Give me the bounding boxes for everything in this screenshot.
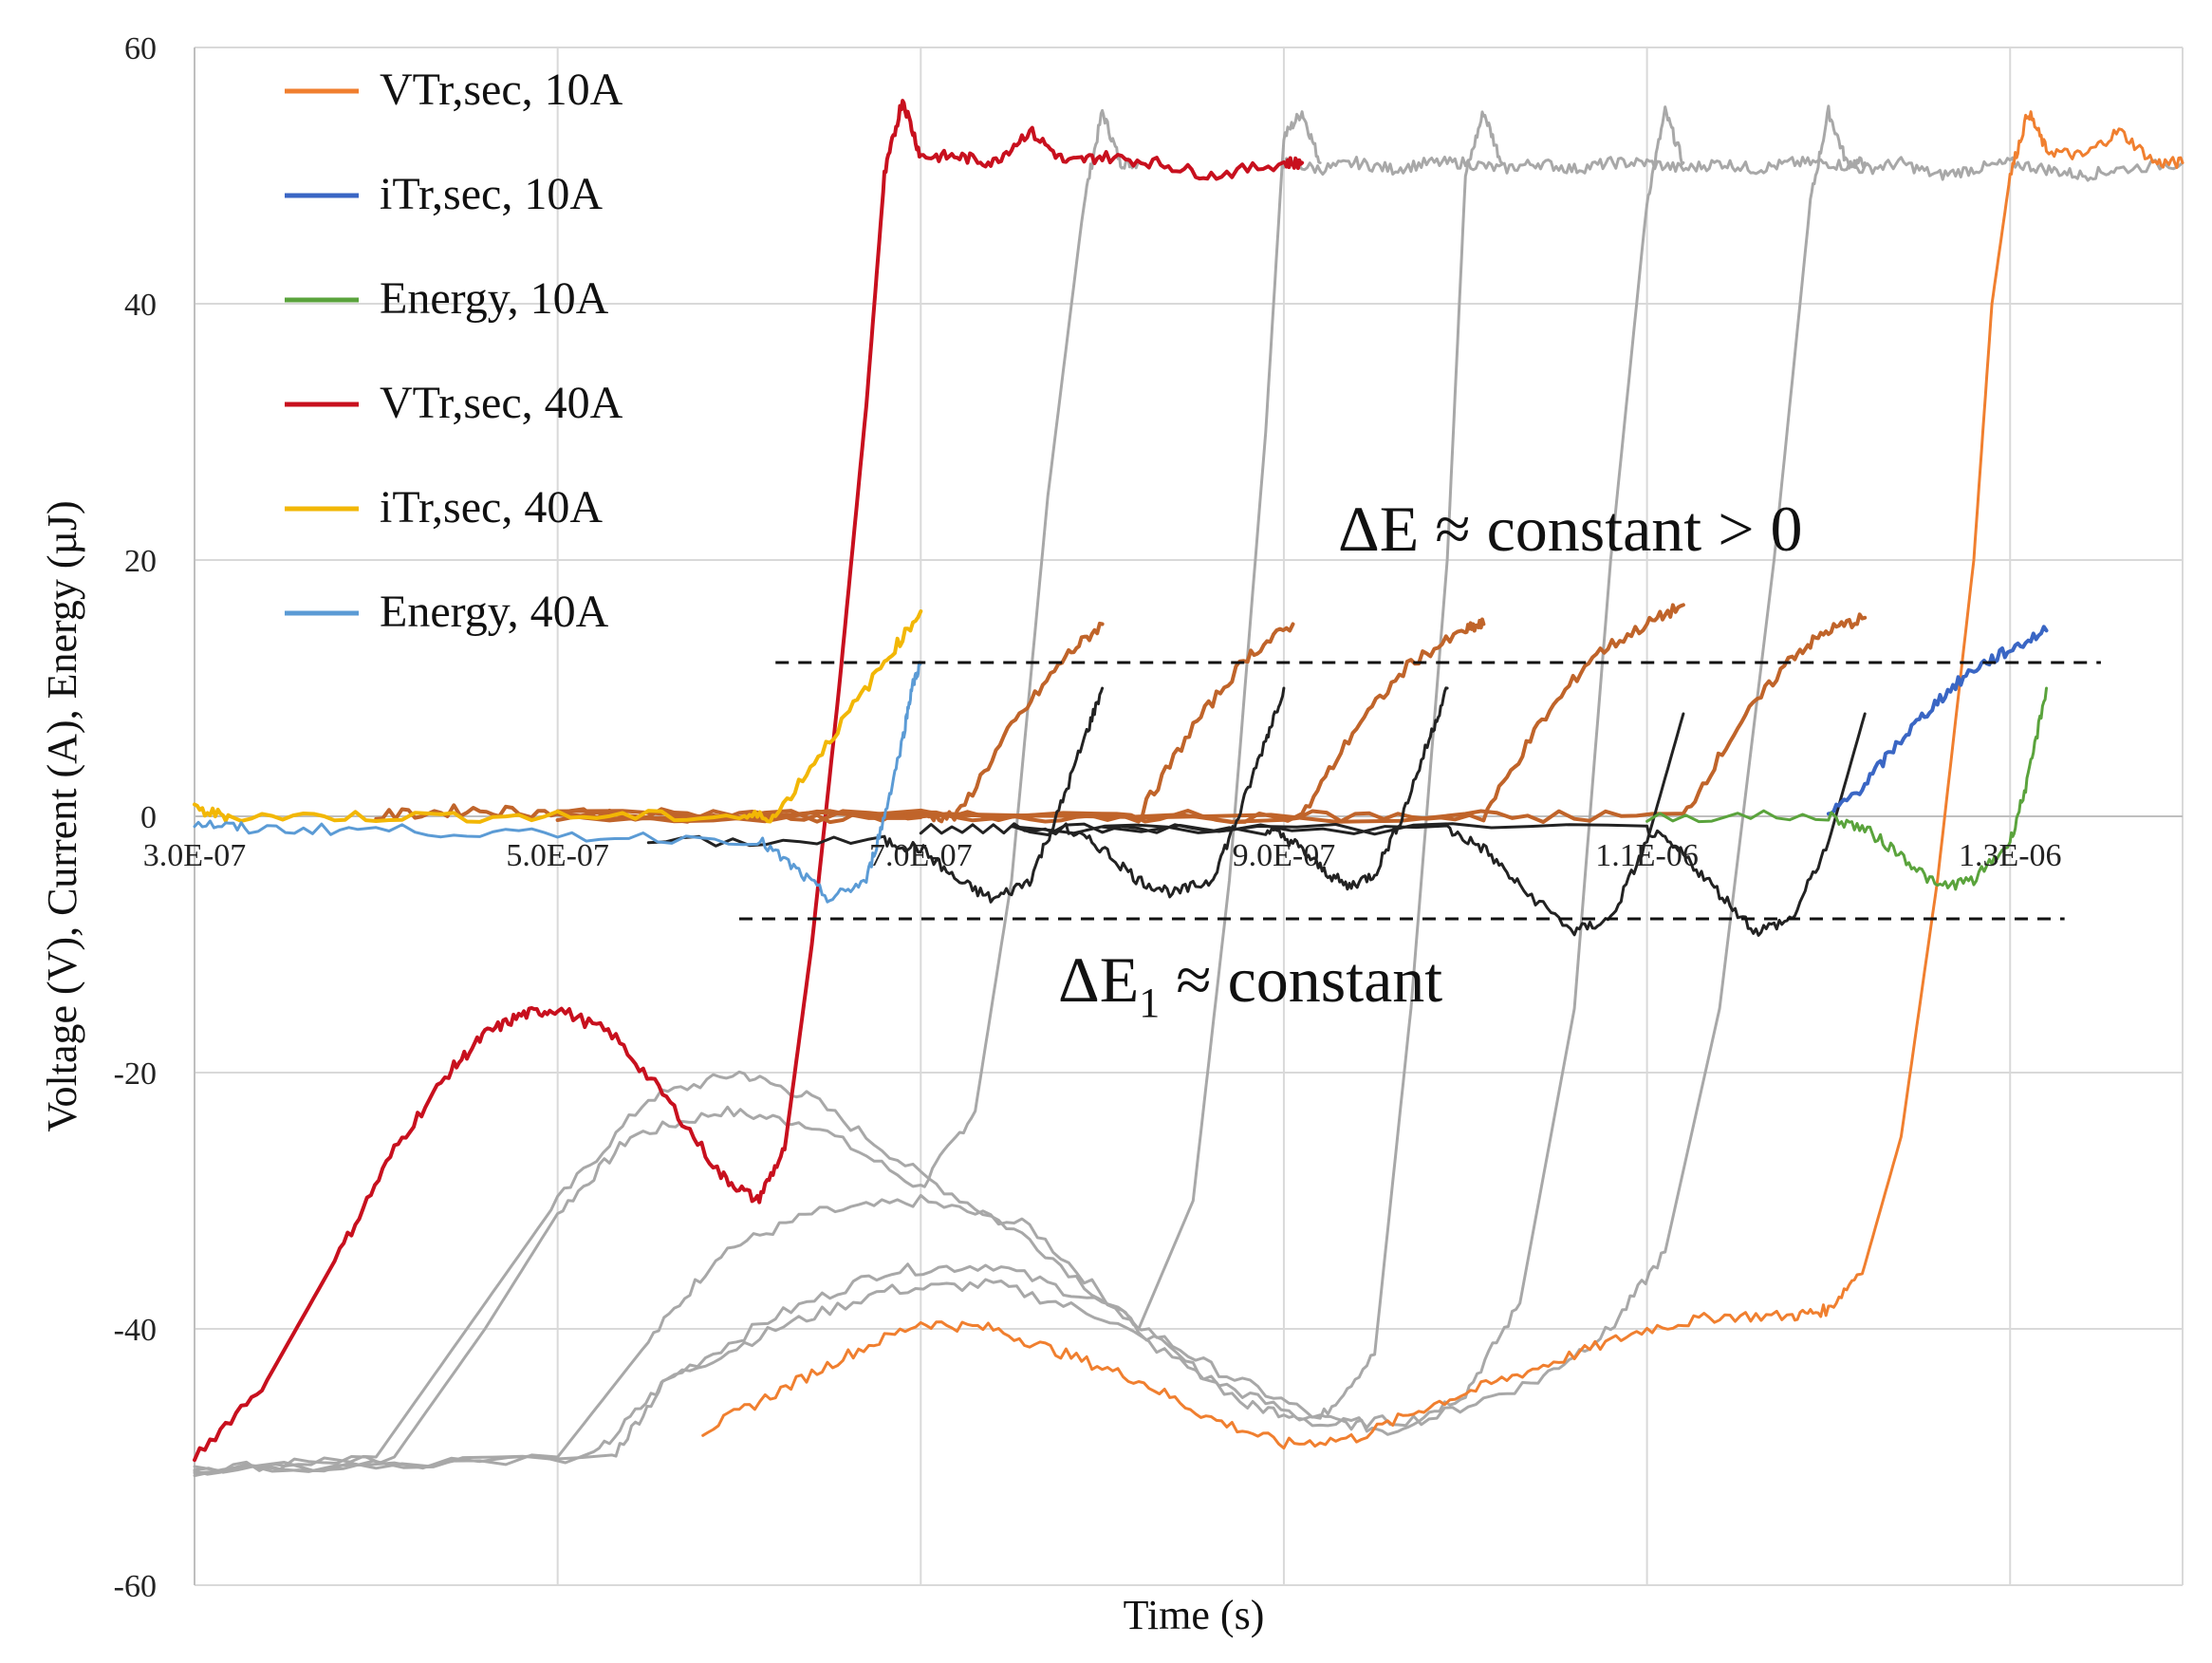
legend-label: iTr,sec, 40A <box>380 482 603 533</box>
series-line-energy-45a <box>1101 712 1867 937</box>
series-line-vtr-sec-45a <box>193 104 1867 1473</box>
legend: VTr,sec, 10A iTr,sec, 10A Energy, 10A VTr,s… <box>285 65 623 637</box>
legend-label: VTr,sec, 10A <box>380 65 623 115</box>
series-line-itr-sec-35a <box>555 603 1685 824</box>
legend-item: iTr,sec, 10A <box>285 169 603 219</box>
series-line-energy-40a <box>193 661 922 904</box>
y-tick-label: 60 <box>124 31 157 66</box>
y-tick-label: -20 <box>114 1056 157 1092</box>
x-tick-label: 9.0E-07 <box>1233 838 1336 873</box>
y-tick-label: -40 <box>114 1313 157 1348</box>
annotation-delta-e1-subscript: 1 <box>1139 980 1160 1026</box>
y-axis-title: Voltage (V), Current (A), Energy (µJ) <box>39 500 85 1131</box>
legend-item: Energy, 10A <box>285 273 609 324</box>
series-line-vtr-sec-20a <box>193 108 1141 1474</box>
series-line-vtr-sec-plateau <box>1282 156 2184 182</box>
legend-label: Energy, 40A <box>380 587 609 637</box>
series-line-itr-sec-10a <box>1826 625 2049 816</box>
series-line-itr-sec-45a <box>555 612 1868 824</box>
x-tick-label: 1.3E-06 <box>1959 838 2062 873</box>
series-line-itr-sec-40a <box>193 609 923 824</box>
x-tick-label: 1.1E-06 <box>1595 838 1699 873</box>
y-tick-label: 20 <box>124 544 157 579</box>
series-line-vtr-sec-25a <box>193 110 1322 1475</box>
legend-item: Energy, 40A <box>285 587 609 637</box>
y-tick-label: 40 <box>124 288 157 323</box>
annotation-delta-e1-main: ΔE <box>1058 944 1139 1016</box>
y-tick-label: 0 <box>140 800 157 835</box>
annotation-delta-e1-rest: ≈ constant <box>1160 944 1442 1016</box>
tick-labels: 3.0E-07 5.0E-07 7.0E-07 9.0E-07 1.1E-06 1.3E-… <box>114 31 2062 1604</box>
annotation-delta-e: ΔE ≈ constant > 0 <box>1338 493 1803 565</box>
series-line-energy-10a <box>1645 686 2048 891</box>
legend-label: Energy, 10A <box>380 273 609 324</box>
x-axis-title: Time (s) <box>1124 1592 1265 1638</box>
x-tick-label: 5.0E-07 <box>506 838 609 873</box>
series-line-vtr-sec-35a <box>193 105 1685 1478</box>
legend-item: VTr,sec, 40A <box>285 378 623 428</box>
series-line-energy-20a <box>646 686 1105 904</box>
legend-label: VTr,sec, 40A <box>380 378 623 428</box>
x-tick-label: 7.0E-07 <box>869 838 973 873</box>
annotation-delta-e1: ΔE1 ≈ constant <box>1058 944 1442 1026</box>
series-line-energy-30a <box>1010 686 1449 891</box>
legend-item: iTr,sec, 40A <box>285 482 603 533</box>
series-line-vtr-sec-10a <box>701 110 2184 1450</box>
y-tick-label: -60 <box>114 1569 157 1604</box>
x-tick-label: 3.0E-07 <box>143 838 247 873</box>
series-line-energy-35a <box>1010 712 1685 937</box>
reference-lines <box>738 661 2101 921</box>
series-line-vtr-sec-30a <box>193 110 1503 1476</box>
series-group <box>193 99 2184 1478</box>
legend-item: VTr,sec, 10A <box>285 65 623 115</box>
legend-label: iTr,sec, 10A <box>380 169 603 219</box>
